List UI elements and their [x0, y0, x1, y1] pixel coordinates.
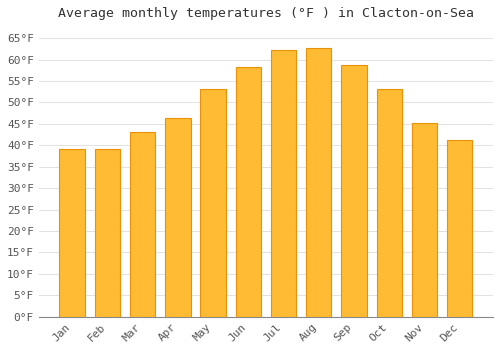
Bar — [306, 48, 332, 317]
Bar — [271, 50, 296, 317]
Bar — [376, 89, 402, 317]
Bar — [342, 65, 366, 317]
Bar — [200, 89, 226, 317]
Bar — [236, 67, 261, 317]
Bar — [412, 122, 437, 317]
Bar — [60, 149, 85, 317]
Title: Average monthly temperatures (°F ) in Clacton-on-Sea: Average monthly temperatures (°F ) in Cl… — [58, 7, 474, 20]
Bar — [165, 118, 190, 317]
Bar — [94, 149, 120, 317]
Bar — [447, 140, 472, 317]
Bar — [130, 132, 156, 317]
